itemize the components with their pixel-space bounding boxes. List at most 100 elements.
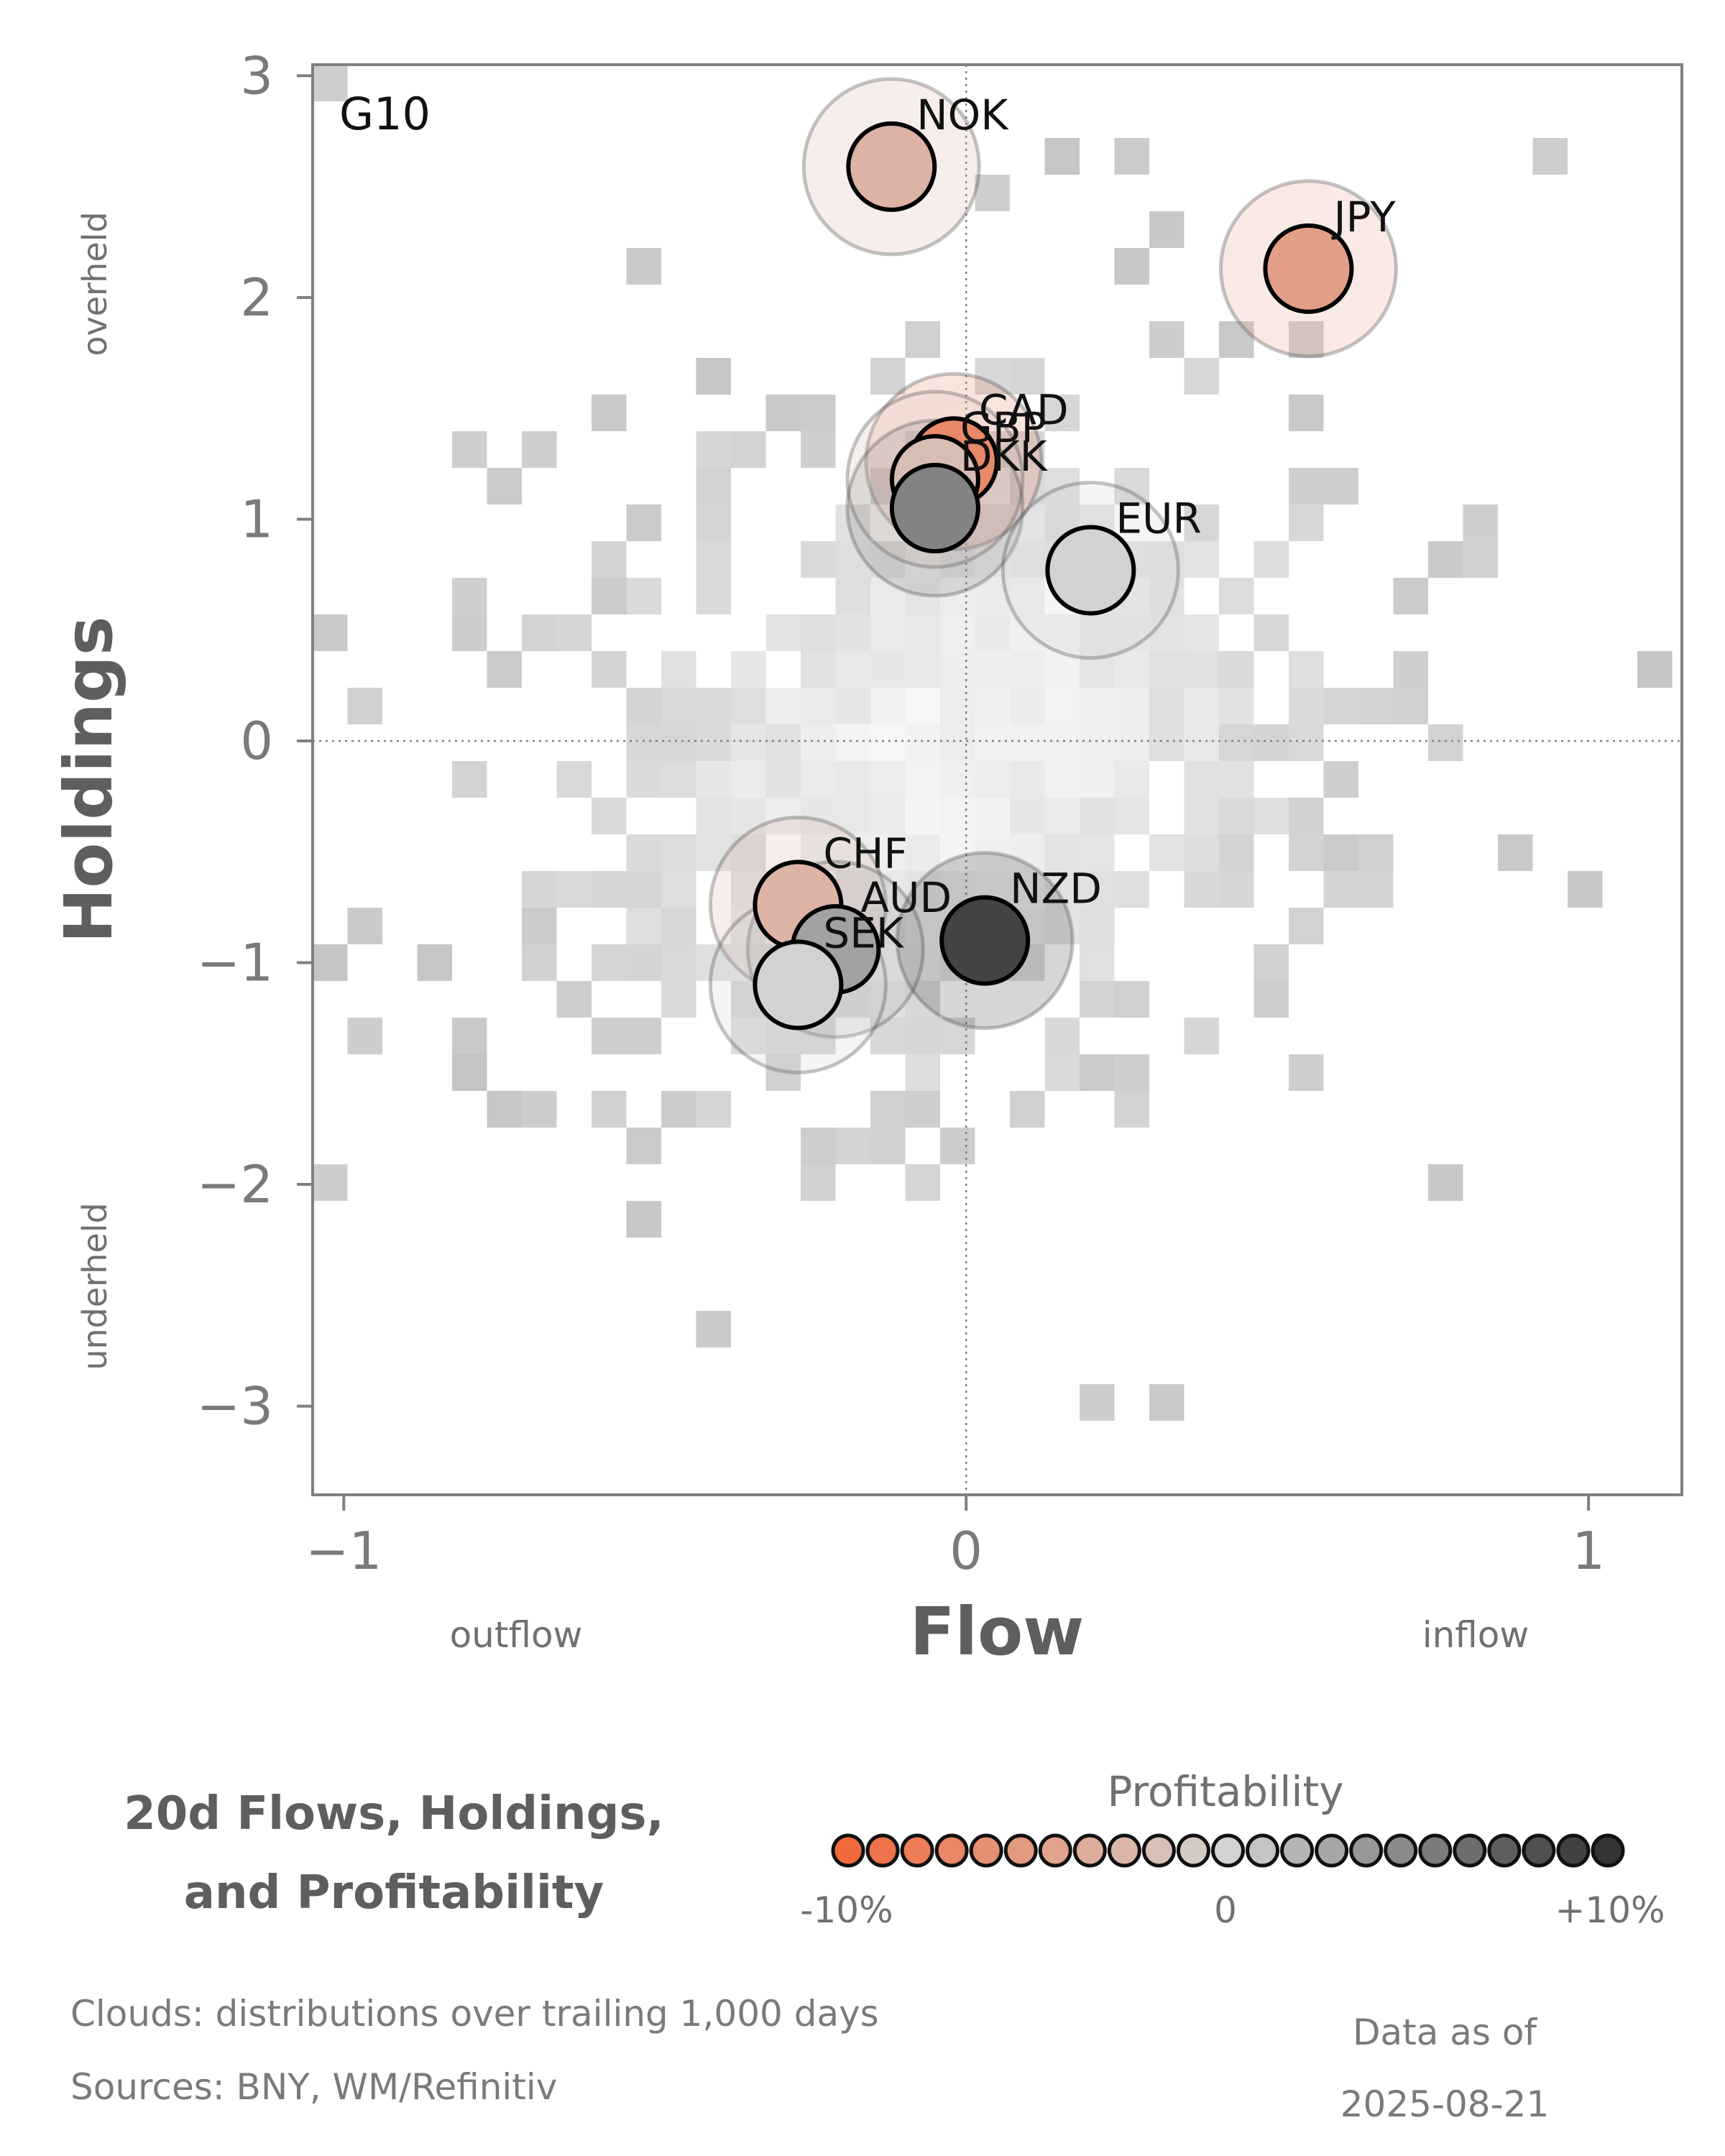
cloud-cell <box>1289 468 1324 505</box>
cloud-cell <box>1010 688 1045 724</box>
cloud-cell <box>1044 688 1080 724</box>
scale-swatch <box>1591 1833 1625 1868</box>
cloud-cell <box>1463 541 1498 578</box>
cloud-cell <box>940 761 975 798</box>
cloud-cell <box>626 1201 661 1238</box>
cloud-cell <box>1289 321 1324 358</box>
cloud-cell <box>905 1091 940 1128</box>
cloud-cell <box>313 614 348 651</box>
cloud-cell <box>487 468 522 505</box>
cloud-cell <box>1010 505 1045 541</box>
cloud-cell <box>347 688 382 724</box>
cloud-cell <box>1323 468 1358 505</box>
cloud-cell <box>1044 468 1080 505</box>
cloud-cell <box>1219 724 1254 761</box>
cloud-cell <box>592 1091 627 1128</box>
cloud-cell <box>696 541 731 578</box>
cloud-cell <box>1219 798 1254 834</box>
cloud-cell <box>801 395 836 431</box>
cloud-cell <box>522 614 557 651</box>
point-label-gbp: GBP <box>960 403 1046 452</box>
profitability-scale-title: Profitability <box>1107 1767 1343 1816</box>
cloud-cell <box>870 871 906 908</box>
cloud-cell <box>1044 614 1080 651</box>
cloud-cell <box>1149 321 1184 358</box>
cloud-cell <box>1323 834 1358 871</box>
cloud-cell <box>1532 138 1568 175</box>
legend-title-line2: and Profitability <box>184 1866 604 1920</box>
cloud-cell <box>522 908 557 944</box>
legend-title-line1: 20d Flows, Holdings, <box>124 1787 664 1841</box>
cloud-cell <box>1184 761 1219 798</box>
cloud-cell <box>1323 871 1358 908</box>
cloud-cell <box>801 688 836 724</box>
cloud-cell <box>835 761 870 798</box>
cloud-cell <box>696 761 731 798</box>
cloud-cell <box>1044 395 1080 431</box>
cloud-cell <box>626 944 661 981</box>
cloud-cell <box>1289 505 1324 541</box>
cloud-cell <box>661 1091 696 1128</box>
cloud-cell <box>1149 541 1184 578</box>
cloud-cell <box>1080 1384 1115 1421</box>
point-label-aud: AUD <box>860 873 952 922</box>
cloud-cell <box>905 321 940 358</box>
y-tick-label: −1 <box>197 933 273 993</box>
cloud-cell <box>835 1128 870 1164</box>
scale-swatch <box>900 1833 934 1868</box>
cloud-cell <box>905 614 940 651</box>
y-tick-label: 0 <box>240 711 273 771</box>
cloud-cell <box>1463 505 1498 541</box>
cloud-cell <box>452 761 487 798</box>
cloud-cell <box>522 431 557 468</box>
cloud-cell <box>1114 468 1149 505</box>
cloud-cell <box>905 724 940 761</box>
cloud-cell <box>731 724 766 761</box>
cloud-cell <box>731 834 766 871</box>
cloud-cell <box>1184 541 1219 578</box>
scale-swatch <box>1072 1833 1107 1868</box>
cloud-cell <box>1184 651 1219 688</box>
cloud-cell <box>1184 358 1219 395</box>
cloud-cell <box>1184 798 1219 834</box>
cloud-cell <box>1010 834 1045 871</box>
y-low-label: underheld <box>75 1202 114 1370</box>
cloud-cell <box>696 431 731 468</box>
cloud-cell <box>592 1018 627 1054</box>
profitability-scale <box>831 1833 1625 1868</box>
cloud-cell <box>626 578 661 614</box>
cloud-cell <box>975 175 1010 211</box>
cloud-cell <box>1289 651 1324 688</box>
cloud-cell <box>1568 871 1603 908</box>
cloud-cell <box>940 688 975 724</box>
scale-swatch <box>1038 1833 1072 1868</box>
cloud-cell <box>1010 358 1045 395</box>
cloud-cell <box>1010 761 1045 798</box>
scale-swatch <box>1141 1833 1176 1868</box>
cloud-cell <box>835 541 870 578</box>
cloud-cell <box>556 614 592 651</box>
cloud-cell <box>765 724 801 761</box>
cloud-cell <box>1358 871 1394 908</box>
scale-swatch <box>1315 1833 1349 1868</box>
cloud-cell <box>1219 321 1254 358</box>
cloud-cell <box>835 578 870 614</box>
cloud-cell <box>1149 688 1184 724</box>
cloud-cell <box>1289 395 1324 431</box>
point-nok <box>846 121 937 212</box>
cloud-cell <box>835 834 870 871</box>
cloud-cell <box>1289 908 1324 944</box>
cloud-cell <box>835 505 870 541</box>
cloud-cell <box>347 908 382 944</box>
cloud-cell <box>765 798 801 834</box>
cloud-cell <box>905 834 940 871</box>
cloud-cell <box>1254 724 1289 761</box>
cloud-cell <box>556 871 592 908</box>
cloud-cell <box>975 505 1010 541</box>
cloud-cell <box>801 798 836 834</box>
cloud-cell <box>905 688 940 724</box>
cloud-cell <box>696 688 731 724</box>
scale-swatch <box>1349 1833 1384 1868</box>
cloud-cell <box>1254 614 1289 651</box>
